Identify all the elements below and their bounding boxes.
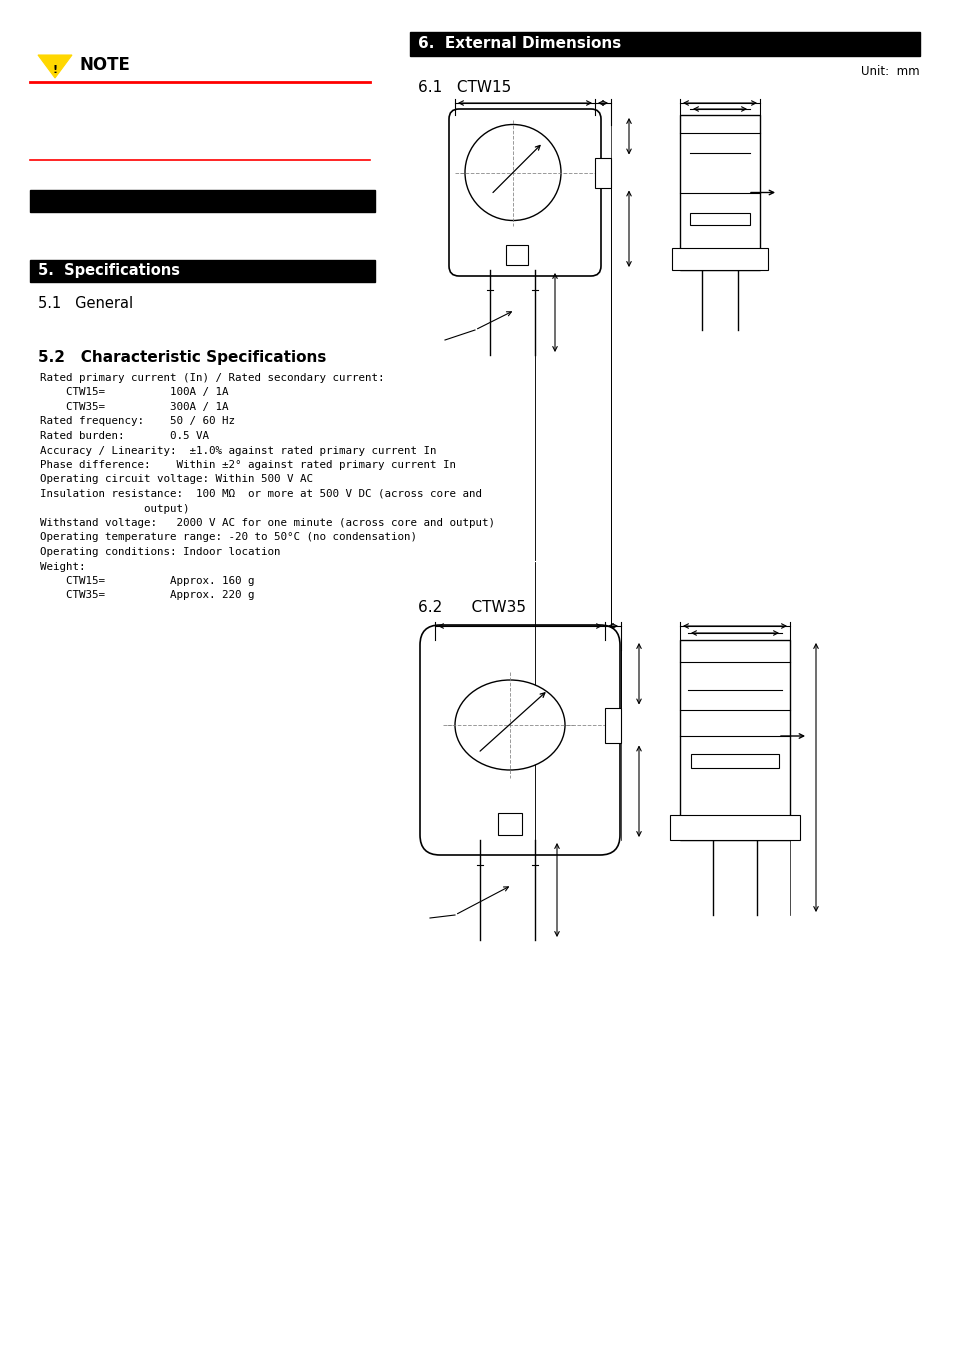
Text: Operating conditions: Indoor location: Operating conditions: Indoor location [40, 547, 280, 557]
Text: Unit:  mm: Unit: mm [861, 65, 919, 78]
Bar [671, 249, 767, 270]
Text: 6.2      CTW35: 6.2 CTW35 [417, 600, 525, 615]
Text: CTW15=          Approx. 160 g: CTW15= Approx. 160 g [40, 576, 254, 586]
Bar [30, 190, 375, 212]
Text: Accuracy / Linearity:  ±1.0% against rated primary current In: Accuracy / Linearity: ±1.0% against rate… [40, 446, 436, 455]
Text: Weight:: Weight: [40, 562, 86, 571]
Text: Withstand voltage:   2000 V AC for one minute (across core and output): Withstand voltage: 2000 V AC for one min… [40, 517, 495, 528]
Bar [604, 708, 620, 743]
Text: CTW35=          300A / 1A: CTW35= 300A / 1A [40, 403, 229, 412]
Bar [30, 259, 375, 282]
Text: CTW35=          Approx. 220 g: CTW35= Approx. 220 g [40, 590, 254, 600]
Text: Rated primary current (In) / Rated secondary current:: Rated primary current (In) / Rated secon… [40, 373, 384, 382]
Bar [410, 32, 919, 55]
Text: Operating circuit voltage: Within 500 V AC: Operating circuit voltage: Within 500 V … [40, 474, 313, 485]
Text: Operating temperature range: -20 to 50°C (no condensation): Operating temperature range: -20 to 50°C… [40, 532, 416, 543]
Text: 5.  Specifications: 5. Specifications [38, 263, 180, 278]
Bar [690, 754, 779, 767]
Bar [505, 245, 527, 265]
FancyBboxPatch shape [419, 626, 619, 855]
Bar [679, 640, 789, 840]
Text: 5.1   General: 5.1 General [38, 296, 133, 311]
Text: 5.2   Characteristic Specifications: 5.2 Characteristic Specifications [38, 350, 326, 365]
Text: !: ! [52, 65, 57, 76]
Text: NOTE: NOTE [80, 55, 131, 74]
FancyBboxPatch shape [449, 109, 600, 276]
Text: Rated burden:       0.5 VA: Rated burden: 0.5 VA [40, 431, 209, 440]
Text: output): output) [40, 504, 190, 513]
Polygon shape [38, 55, 71, 78]
Bar [497, 813, 521, 835]
Bar [595, 158, 610, 188]
Bar [669, 815, 800, 840]
Text: CTW15=          100A / 1A: CTW15= 100A / 1A [40, 388, 229, 397]
Bar [689, 212, 749, 224]
Text: 6.1   CTW15: 6.1 CTW15 [417, 80, 511, 95]
Text: Insulation resistance:  100 MΩ  or more at 500 V DC (across core and: Insulation resistance: 100 MΩ or more at… [40, 489, 481, 499]
Text: Phase difference:    Within ±2° against rated primary current In: Phase difference: Within ±2° against rat… [40, 459, 456, 470]
Circle shape [464, 124, 560, 220]
Ellipse shape [455, 680, 564, 770]
Bar [679, 115, 760, 270]
Text: Rated frequency:    50 / 60 Hz: Rated frequency: 50 / 60 Hz [40, 416, 234, 427]
Text: 6.  External Dimensions: 6. External Dimensions [417, 36, 620, 51]
